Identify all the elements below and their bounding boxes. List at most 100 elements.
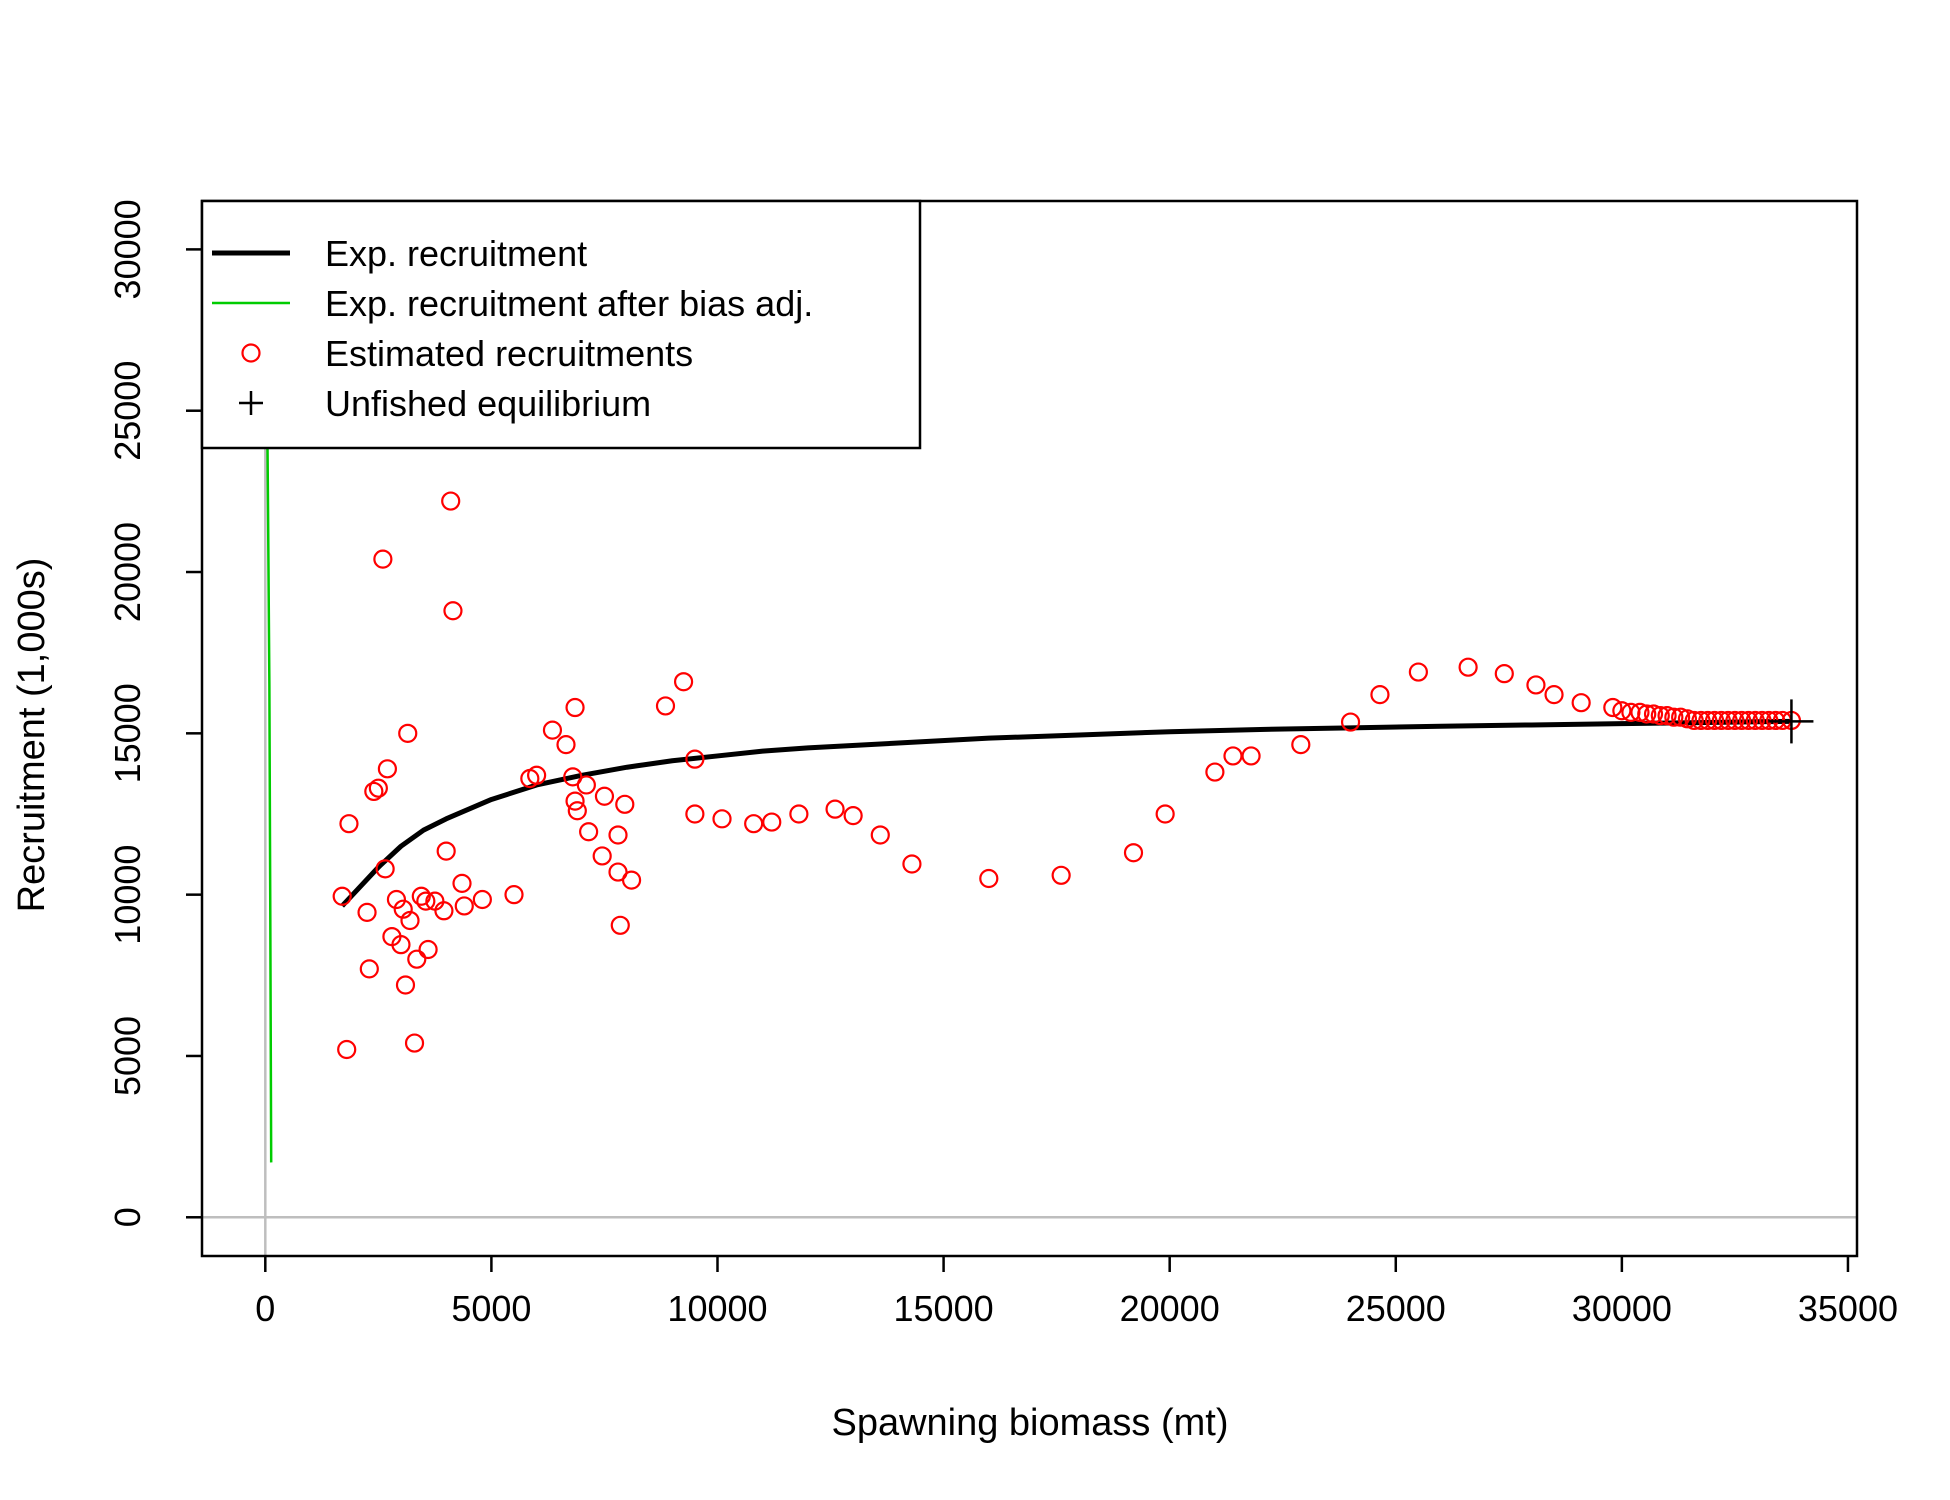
data-point-estimated-recruitment: [1650, 705, 1670, 726]
data-point-estimated-recruitment: [1637, 704, 1657, 724]
data-point-estimated-recruitment: [592, 846, 612, 866]
x-tick-label: 30000: [1572, 1288, 1672, 1329]
data-point-estimated-recruitment: [1671, 707, 1691, 727]
data-point-estimated-recruitment: [1370, 685, 1390, 705]
data-point-estimated-recruitment: [1340, 712, 1361, 732]
data-point-estimated-recruitment: [434, 901, 454, 921]
data-point-estimated-recruitment: [825, 799, 845, 819]
legend-label: Exp. recruitment: [325, 233, 587, 274]
data-point-estimated-recruitment: [1408, 662, 1428, 682]
data-point-estimated-recruitment: [1745, 710, 1765, 731]
data-point-estimated-recruitment: [979, 868, 999, 889]
data-point-estimated-recruitment: [418, 939, 438, 960]
data-point-estimated-recruitment: [1544, 685, 1564, 705]
data-point-estimated-recruitment: [436, 841, 456, 861]
data-point-estimated-recruitment: [1738, 710, 1759, 731]
x-tick-label: 20000: [1120, 1288, 1220, 1329]
data-point-estimated-recruitment: [443, 601, 463, 621]
data-point-estimated-recruitment: [452, 873, 472, 893]
data-point-estimated-recruitment: [712, 809, 732, 829]
plot-frame: [200, 199, 1859, 1258]
legend-label: Estimated recruitments: [325, 333, 693, 374]
data-point-estimated-recruitment: [504, 885, 524, 905]
data-point-estimated-recruitment: [1691, 710, 1711, 731]
data-point-estimated-recruitment: [411, 886, 431, 906]
y-axis-label: Recruitment (1,000s): [11, 558, 53, 913]
data-point-estimated-recruitment: [685, 804, 705, 824]
data-point-estimated-recruitment: [454, 896, 474, 916]
data-point-estimated-recruitment: [1603, 697, 1623, 718]
plot-layer: [202, 201, 1857, 1256]
x-axis-label: Spawning biomass (mt): [831, 1402, 1228, 1444]
data-point-estimated-recruitment: [393, 899, 413, 919]
y-tick-label: 20000: [107, 522, 148, 622]
data-point-estimated-recruitment: [1223, 746, 1243, 766]
data-point-estimated-recruitment: [1458, 657, 1478, 677]
data-point-estimated-recruitment: [1571, 693, 1591, 713]
data-point-estimated-recruitment: [565, 697, 585, 718]
data-point-estimated-recruitment: [685, 749, 705, 769]
data-point-estimated-recruitment: [359, 959, 379, 979]
data-point-estimated-recruitment: [395, 975, 416, 995]
x-tick-label: 5000: [451, 1288, 531, 1329]
data-point-estimated-recruitment: [375, 859, 395, 879]
data-point-estimated-recruitment: [373, 549, 393, 569]
data-point-estimated-recruitment: [1718, 710, 1738, 731]
data-point-estimated-recruitment: [1704, 710, 1725, 731]
legend-label: Unfished equilibrium: [325, 383, 651, 424]
data-point-estimated-recruitment: [337, 1039, 357, 1060]
y-tick-label: 0: [107, 1207, 148, 1227]
data-point-estimated-recruitment: [1155, 804, 1175, 824]
y-tick-label: 30000: [107, 199, 148, 299]
data-point-estimated-recruitment: [1684, 710, 1704, 731]
data-point-estimated-recruitment: [404, 1033, 425, 1053]
data-point-estimated-recruitment: [621, 870, 642, 890]
data-point-estimated-recruitment: [527, 765, 547, 785]
legend-label: Exp. recruitment after bias adj.: [325, 283, 813, 324]
data-point-estimated-recruitment: [1291, 735, 1311, 755]
data-point-estimated-recruitment: [400, 910, 420, 931]
data-point-estimated-recruitment: [398, 723, 418, 743]
data-point-estimated-recruitment: [556, 735, 576, 755]
data-point-estimated-recruitment: [386, 889, 407, 910]
data-point-estimated-recruitment: [789, 804, 809, 824]
x-tick-label: 10000: [667, 1288, 767, 1329]
data-point-estimated-recruitment: [368, 778, 388, 798]
data-point-estimated-recruitment: [579, 822, 599, 842]
data-point-estimated-recruitment: [608, 825, 628, 845]
data-point-estimated-recruitment: [1630, 702, 1650, 722]
data-point-estimated-recruitment: [655, 696, 676, 716]
legend-swatch-estimated: [241, 343, 261, 363]
data-point-estimated-recruitment: [1205, 762, 1225, 782]
data-point-estimated-recruitment: [542, 720, 563, 740]
data-point-estimated-recruitment: [762, 812, 782, 832]
data-point-estimated-recruitment: [1664, 707, 1684, 727]
y-tick-label: 25000: [107, 361, 148, 461]
data-point-estimated-recruitment: [1241, 746, 1261, 766]
data-point-estimated-recruitment: [615, 794, 635, 814]
series-line-exp-recruitment: [340, 718, 1792, 908]
data-point-estimated-recruitment: [391, 935, 411, 955]
data-point-estimated-recruitment: [673, 672, 694, 692]
data-point-estimated-recruitment: [576, 775, 596, 795]
data-point-estimated-recruitment: [594, 786, 615, 806]
y-tick-label: 5000: [107, 1016, 148, 1096]
data-point-estimated-recruitment: [1698, 710, 1718, 731]
data-point-estimated-recruitment: [1643, 704, 1664, 724]
x-tick-label: 15000: [894, 1288, 994, 1329]
x-tick-label: 0: [255, 1288, 275, 1329]
axes-layer: 0 5000 10000 15000 20000 25000 30000 35000 0 5000…: [107, 199, 1898, 1329]
x-tick-label: 25000: [1346, 1288, 1446, 1329]
data-point-estimated-recruitment: [1494, 664, 1514, 684]
data-point-estimated-recruitment: [339, 814, 359, 834]
data-point-estimated-recruitment: [364, 781, 384, 802]
data-point-estimated-recruitment: [565, 791, 585, 811]
y-tick-label: 10000: [107, 845, 148, 945]
data-point-estimated-recruitment: [416, 891, 436, 911]
data-point-estimated-recruitment: [1526, 675, 1546, 695]
data-point-estimated-recruitment: [1711, 710, 1731, 731]
data-point-estimated-recruitment: [377, 759, 397, 779]
data-point-estimated-recruitment: [332, 886, 352, 906]
data-point-estimated-recruitment: [902, 854, 922, 874]
